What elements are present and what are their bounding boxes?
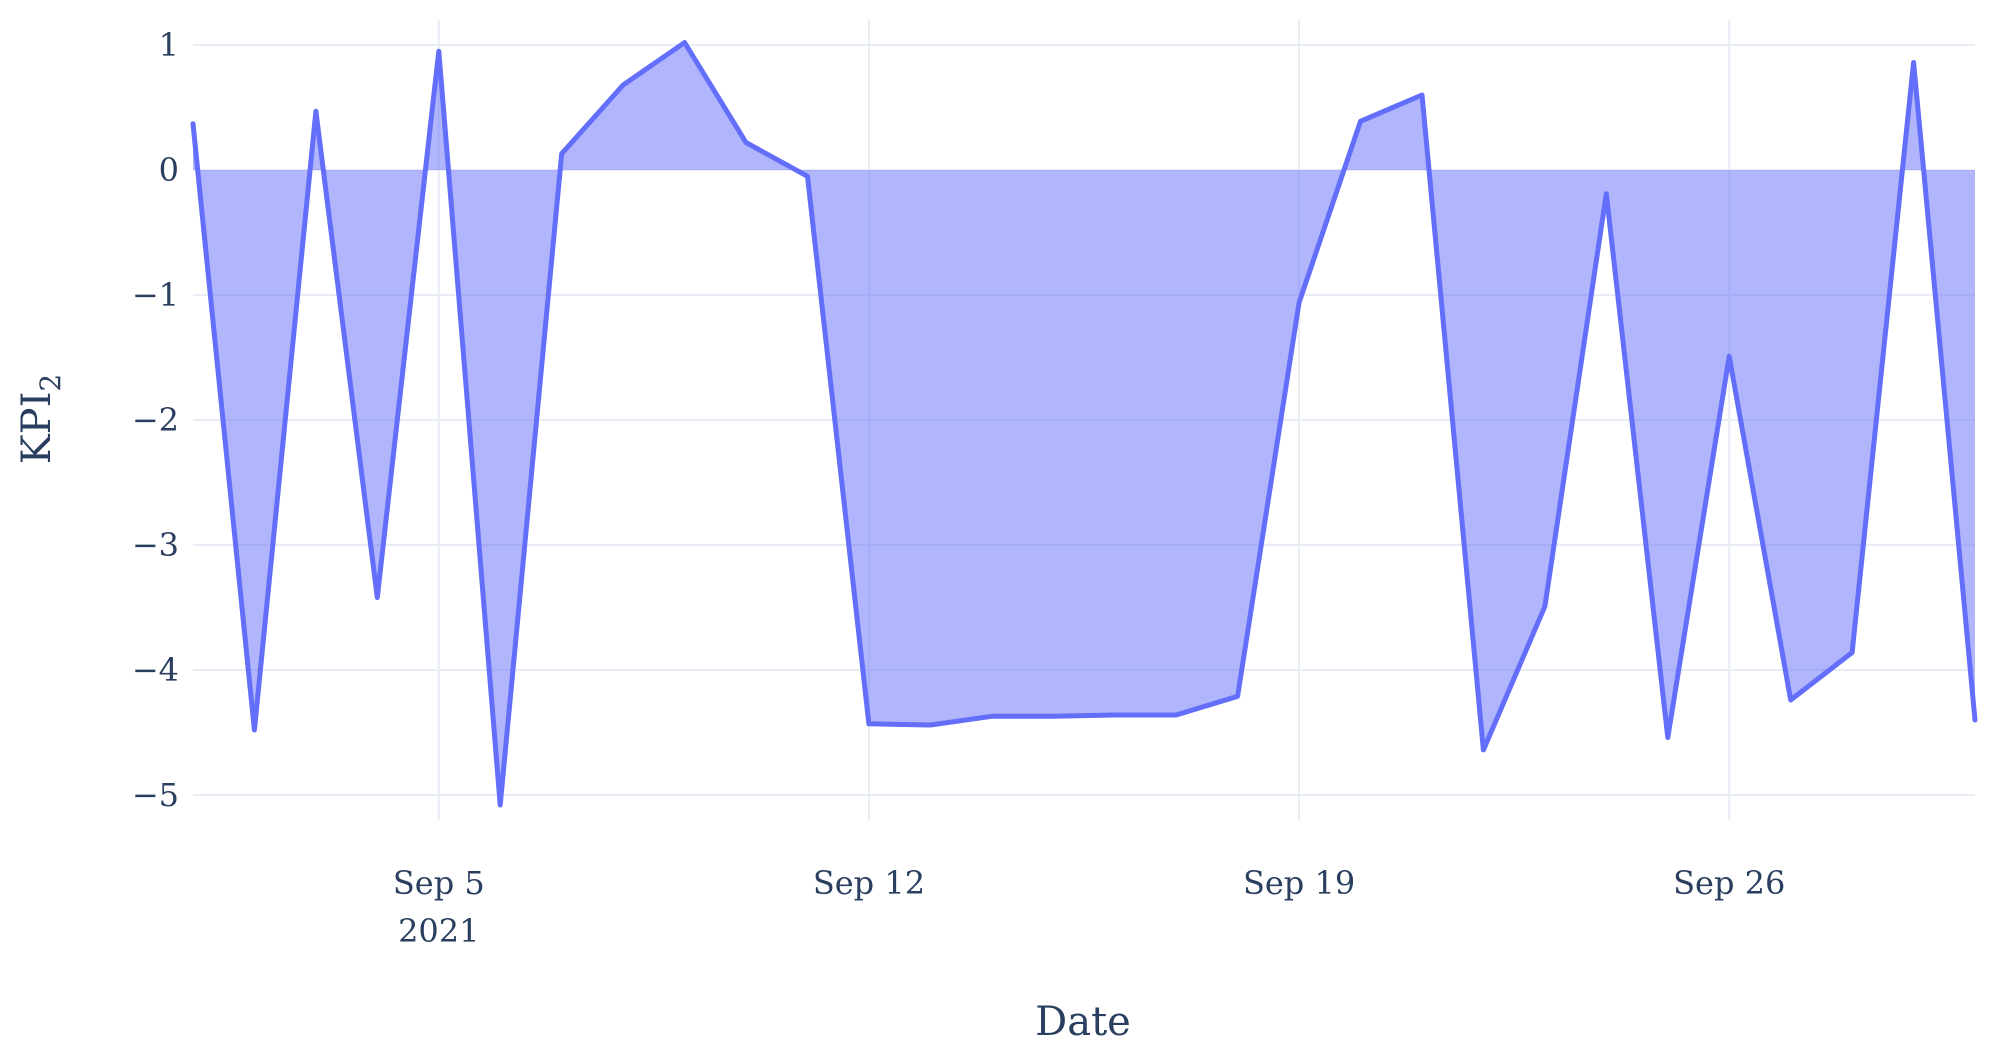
x-tick-label: Sep 5 (393, 864, 485, 902)
data-point (682, 40, 688, 46)
y-tick-label: −3 (132, 526, 179, 564)
y-tick-label: −4 (132, 651, 179, 689)
y-tick-label: −5 (132, 776, 179, 814)
y-tick-label: 0 (159, 151, 179, 189)
data-point (1726, 353, 1732, 359)
data-point (866, 721, 872, 727)
data-point (251, 727, 257, 733)
data-point (559, 151, 565, 157)
x-axis-title: Date (1035, 999, 1131, 1045)
data-point (927, 722, 933, 728)
data-point (1419, 92, 1425, 98)
data-point (620, 82, 626, 88)
data-point (805, 173, 811, 179)
y-axis-title-subscript: 2 (34, 374, 67, 392)
x-tick-label: Sep 19 (1243, 864, 1355, 902)
x-tick-sublabel: 2021 (398, 912, 479, 950)
y-axis-ticks: 1 0 −1 −2 −3 −4 −5 (132, 26, 179, 814)
data-point (1235, 693, 1241, 699)
data-point (1788, 697, 1794, 703)
data-point (1665, 735, 1671, 741)
data-point (1358, 118, 1364, 124)
y-axis-title-main: KPI (14, 392, 60, 465)
data-point (1911, 60, 1917, 66)
data-point (1603, 191, 1609, 197)
data-point (1849, 650, 1855, 656)
y-tick-label: −2 (132, 401, 179, 439)
plot-area (190, 40, 1978, 808)
data-point (374, 595, 380, 601)
data-point (989, 713, 995, 719)
data-point (313, 108, 319, 114)
data-point (1112, 712, 1118, 718)
data-point (1296, 300, 1302, 306)
data-point (190, 121, 196, 127)
data-point (1480, 747, 1486, 753)
data-point (1173, 712, 1179, 718)
x-tick-label: Sep 12 (813, 864, 925, 902)
x-axis-ticks: Sep 5 2021 Sep 12 Sep 19 Sep 26 (393, 864, 1785, 950)
y-axis-title: KPI2 (14, 374, 67, 464)
data-point (497, 802, 503, 808)
data-point (436, 48, 442, 54)
series-area-fill (193, 42, 1975, 805)
data-point (743, 140, 749, 146)
data-point (1050, 713, 1056, 719)
x-tick-label: Sep 26 (1673, 864, 1785, 902)
series-line (190, 40, 1978, 808)
y-tick-label: −1 (132, 276, 179, 314)
data-point (1542, 603, 1548, 609)
data-point (1972, 717, 1978, 723)
y-tick-label: 1 (159, 26, 179, 64)
